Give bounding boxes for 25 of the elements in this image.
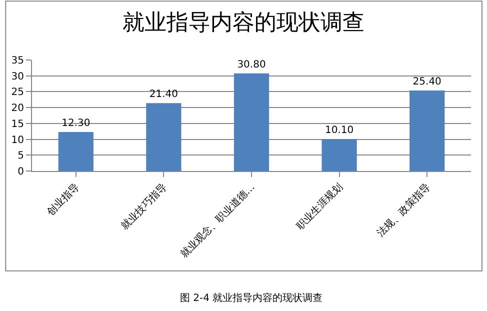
x-tick-label: 法规、政策指导: [374, 181, 433, 240]
x-tick-label: 就业观念、职业道德…: [178, 181, 258, 260]
bar: [58, 132, 94, 171]
bar: [410, 90, 445, 171]
data-label: 12.30: [62, 118, 90, 129]
chart-title: 就业指导内容的现状调查: [122, 10, 364, 36]
y-tick-label: 30: [11, 71, 24, 82]
caption: 图 2-4 就业指导内容的现状调查: [180, 292, 323, 304]
y-tick-label: 5: [18, 150, 24, 162]
y-tick-label: 35: [11, 56, 24, 66]
bar: [234, 73, 270, 171]
y-tick-label: 15: [11, 118, 24, 130]
y-tick-label: 25: [11, 87, 24, 98]
y-tick-label: 10: [11, 134, 24, 146]
y-tick-label: 0: [18, 166, 24, 178]
bar: [146, 103, 182, 171]
data-label: 30.80: [237, 59, 266, 70]
bar: [322, 138, 357, 171]
x-tick-label: 职业生涯规划: [294, 181, 345, 232]
data-label: 10.10: [324, 124, 354, 136]
data-label: 25.40: [412, 76, 442, 88]
y-tick-label: 20: [11, 103, 24, 114]
x-tick-label: 就业技巧指导: [118, 181, 170, 232]
x-tick-label: 创业指导: [44, 181, 82, 218]
data-label: 21.40: [149, 89, 178, 100]
